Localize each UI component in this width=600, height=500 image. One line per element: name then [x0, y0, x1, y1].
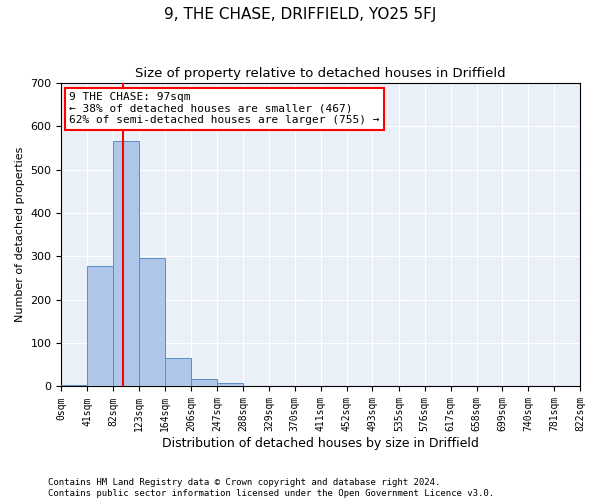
Bar [87, 266, 113, 386]
Text: Contains HM Land Registry data © Crown copyright and database right 2024.
Contai: Contains HM Land Registry data © Crown c… [48, 478, 494, 498]
Y-axis label: Number of detached properties: Number of detached properties [15, 147, 25, 322]
Bar [139, 258, 165, 386]
Text: 9 THE CHASE: 97sqm
← 38% of detached houses are smaller (467)
62% of semi-detach: 9 THE CHASE: 97sqm ← 38% of detached hou… [69, 92, 380, 126]
X-axis label: Distribution of detached houses by size in Driffield: Distribution of detached houses by size … [162, 437, 479, 450]
Bar [165, 358, 191, 386]
Bar [113, 140, 139, 386]
Title: Size of property relative to detached houses in Driffield: Size of property relative to detached ho… [136, 68, 506, 80]
Bar [61, 385, 87, 386]
Bar [191, 378, 217, 386]
Text: 9, THE CHASE, DRIFFIELD, YO25 5FJ: 9, THE CHASE, DRIFFIELD, YO25 5FJ [164, 8, 436, 22]
Bar [217, 383, 243, 386]
